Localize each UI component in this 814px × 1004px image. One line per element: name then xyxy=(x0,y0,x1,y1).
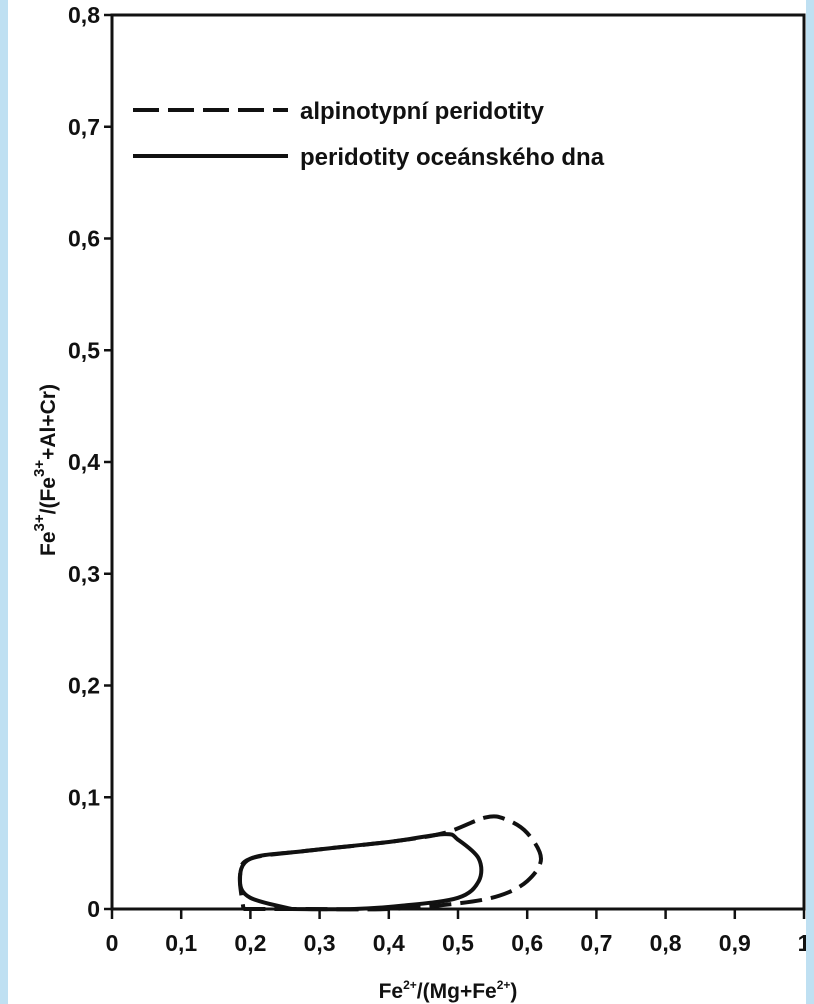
x-tick-label: 0,1 xyxy=(165,930,197,956)
chart-page: 0 0,1 0,2 0,3 0,4 0,5 0,6 0,7 0,8 0 0,1 0,2 0,3 0,4 0… xyxy=(8,0,806,1004)
y-tick-label: 0,6 xyxy=(68,226,100,252)
legend: alpinotypní peridotity peridotity oceánsk… xyxy=(133,98,605,171)
y-tick-label: 0,3 xyxy=(68,561,100,587)
legend-label: peridotity oceánského dna xyxy=(300,144,605,171)
y-tick-label: 0,1 xyxy=(68,784,100,810)
y-tick-label: 0,7 xyxy=(68,114,100,140)
x-tick-label: 0,2 xyxy=(234,930,266,956)
y-tick-label: 0 xyxy=(87,896,100,922)
x-axis: 0 0,1 0,2 0,3 0,4 0,5 0,6 0,7 0,8 0,9 1 xyxy=(106,909,806,956)
y-tick-label: 0,8 xyxy=(68,2,100,28)
x-tick-label: 0,7 xyxy=(580,930,612,956)
spinel-composition-chart: 00,10,20,30,40,50,60,70,8 0 0,1 0,2 0,3 0,4 0… xyxy=(31,2,806,1003)
series-alpine-peridotite-outline xyxy=(237,814,543,912)
x-tick-label: 0,6 xyxy=(511,930,543,956)
x-tick-label: 0,9 xyxy=(719,930,751,956)
x-tick-label: 0,3 xyxy=(304,930,336,956)
y-tick-label: 0,4 xyxy=(68,449,100,475)
x-tick-label: 1 xyxy=(798,930,806,956)
y-tick-label: 0,2 xyxy=(68,673,100,699)
x-axis-title: Fe2+/(Mg+Fe2+) xyxy=(379,978,518,1003)
x-tick-label: 0,5 xyxy=(442,930,474,956)
x-tick-label: 0 xyxy=(106,930,119,956)
series-ocean-floor-peridotite-outline xyxy=(237,832,484,912)
y-axis-title: Fe3+/(Fe3++Al+Cr) xyxy=(31,384,60,556)
legend-label: alpinotypní peridotity xyxy=(300,98,545,125)
x-tick-label: 0,8 xyxy=(650,930,682,956)
y-axis: 0 0,1 0,2 0,3 0,4 0,5 0,6 0,7 0,8 xyxy=(68,2,112,922)
y-tick-label: 0,5 xyxy=(68,337,100,363)
x-tick-label: 0,4 xyxy=(373,930,405,956)
series-layer xyxy=(237,814,543,912)
